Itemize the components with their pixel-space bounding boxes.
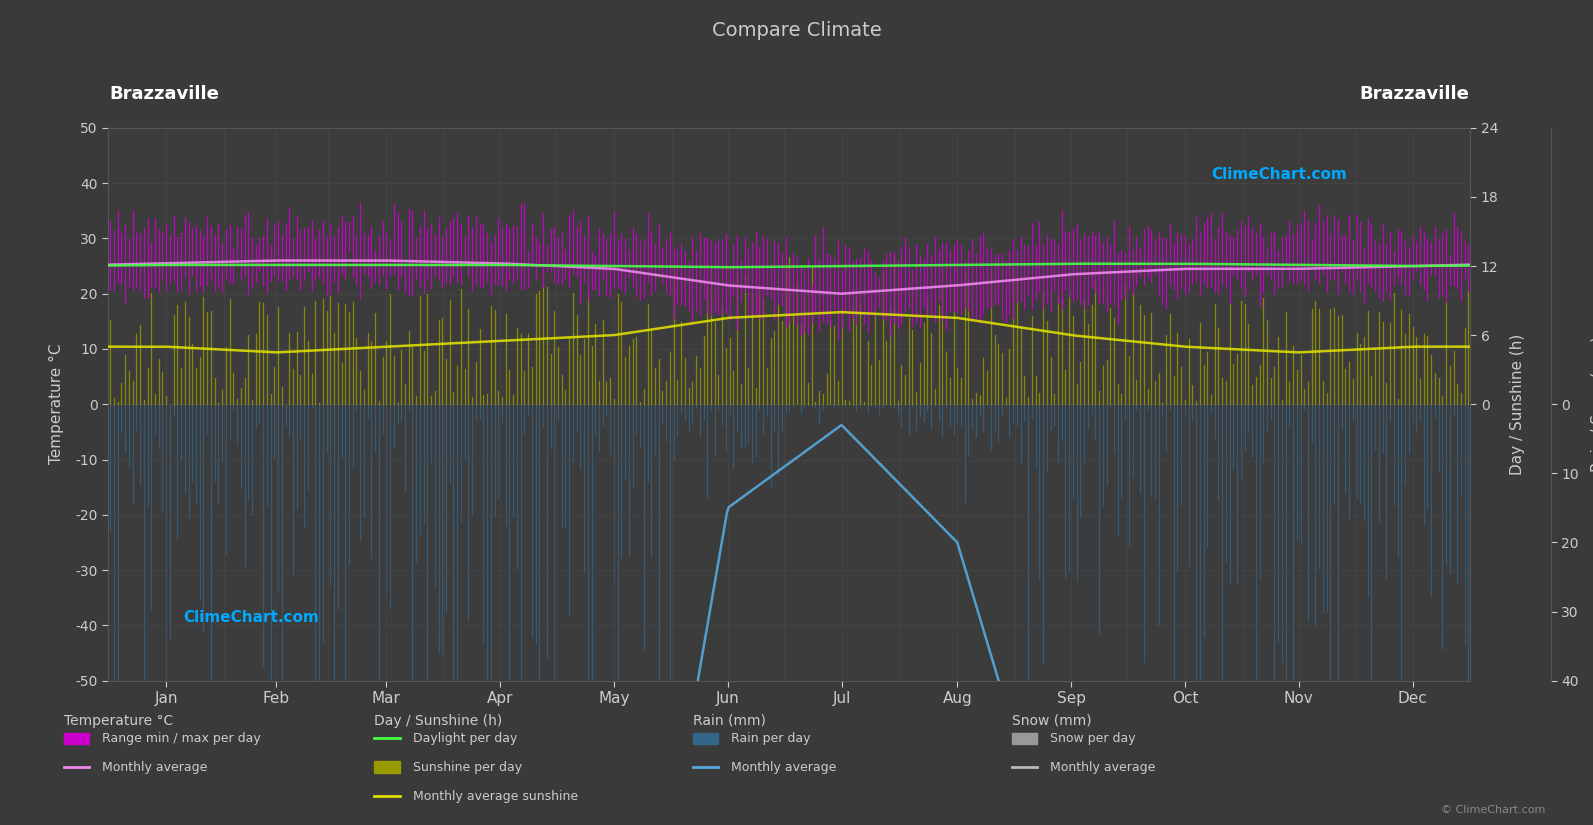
Text: Day / Sunshine (h): Day / Sunshine (h) (374, 714, 503, 728)
Text: Daylight per day: Daylight per day (413, 732, 518, 745)
Text: Range min / max per day: Range min / max per day (102, 732, 261, 745)
Text: ClimeChart.com: ClimeChart.com (1212, 167, 1348, 182)
Y-axis label: Rain / Snow (mm): Rain / Snow (mm) (1590, 337, 1593, 472)
Text: Rain per day: Rain per day (731, 732, 811, 745)
Text: Compare Climate: Compare Climate (712, 21, 881, 40)
Text: Sunshine per day: Sunshine per day (413, 761, 523, 774)
Text: © ClimeChart.com: © ClimeChart.com (1440, 805, 1545, 815)
Text: Monthly average: Monthly average (102, 761, 207, 774)
Y-axis label: Temperature °C: Temperature °C (49, 344, 64, 464)
Text: Monthly average: Monthly average (1050, 761, 1155, 774)
Text: Rain (mm): Rain (mm) (693, 714, 766, 728)
Text: Snow per day: Snow per day (1050, 732, 1136, 745)
Text: Brazzaville: Brazzaville (110, 85, 220, 103)
Text: Snow (mm): Snow (mm) (1012, 714, 1091, 728)
Text: ClimeChart.com: ClimeChart.com (183, 610, 319, 625)
Text: Temperature °C: Temperature °C (64, 714, 174, 728)
Text: Brazzaville: Brazzaville (1359, 85, 1469, 103)
Text: Monthly average: Monthly average (731, 761, 836, 774)
Text: Monthly average sunshine: Monthly average sunshine (413, 790, 578, 803)
Y-axis label: Day / Sunshine (h): Day / Sunshine (h) (1510, 333, 1525, 475)
